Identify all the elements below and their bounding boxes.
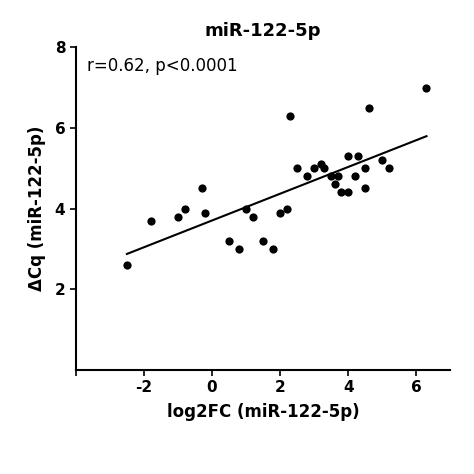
Point (423, 84, 430, 91)
Text: r=0.62, p<0.0001: r=0.62, p<0.0001 (87, 57, 237, 75)
Point (270, 245, 277, 253)
Point (310, 164, 318, 172)
Point (198, 184, 206, 192)
Point (181, 205, 189, 212)
Point (337, 189, 345, 196)
Point (123, 261, 131, 269)
Point (236, 245, 243, 253)
Point (320, 164, 328, 172)
Point (345, 153, 352, 160)
Point (286, 112, 294, 120)
Point (378, 156, 386, 164)
Point (385, 164, 393, 172)
Point (225, 237, 233, 245)
Point (147, 217, 155, 225)
Point (345, 189, 352, 196)
X-axis label: log2FC (miR-122-5p): log2FC (miR-122-5p) (167, 403, 359, 421)
Point (361, 184, 369, 192)
Point (249, 213, 256, 220)
Point (317, 160, 325, 168)
Point (174, 213, 182, 220)
Point (242, 205, 250, 212)
Point (276, 209, 284, 216)
Point (328, 173, 335, 180)
Point (259, 237, 267, 245)
Point (355, 153, 362, 160)
Point (283, 205, 291, 212)
Point (303, 173, 311, 180)
Point (201, 209, 209, 216)
Point (331, 181, 338, 188)
Point (351, 173, 359, 180)
Point (361, 164, 369, 172)
Point (334, 173, 342, 180)
Point (293, 164, 301, 172)
Title: miR-122-5p: miR-122-5p (205, 22, 321, 40)
Point (365, 104, 373, 112)
Y-axis label: ΔCq (miR-122-5p): ΔCq (miR-122-5p) (28, 126, 46, 291)
